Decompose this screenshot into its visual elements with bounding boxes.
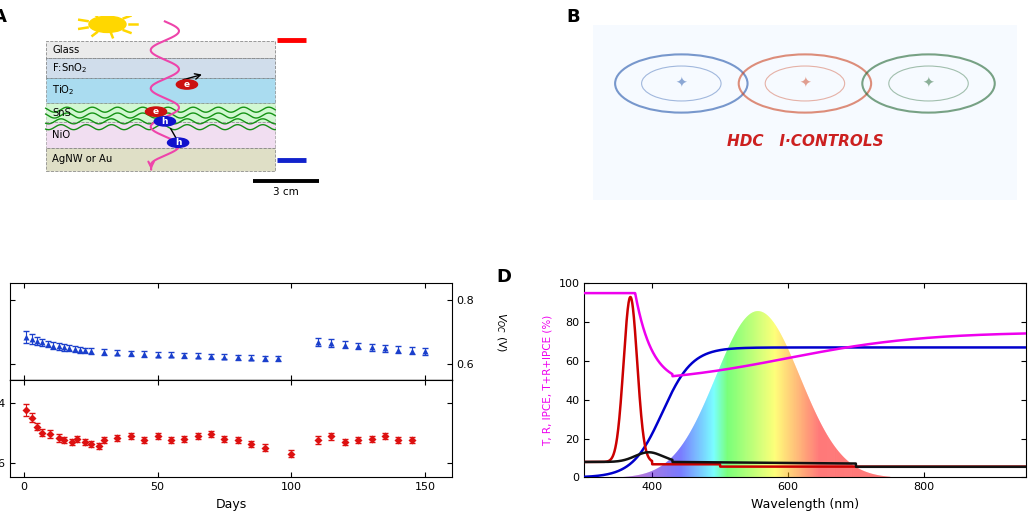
- Text: TiO$_2$: TiO$_2$: [52, 84, 75, 97]
- Bar: [46, 41, 276, 58]
- Text: D: D: [496, 268, 511, 286]
- Circle shape: [89, 16, 126, 33]
- X-axis label: Days: Days: [215, 498, 247, 511]
- Text: 3 cm: 3 cm: [274, 187, 299, 197]
- Text: AgNW or Au: AgNW or Au: [52, 154, 113, 164]
- Circle shape: [176, 80, 198, 89]
- Text: F:SnO$_2$: F:SnO$_2$: [52, 61, 88, 75]
- Circle shape: [154, 117, 175, 126]
- Text: NiO: NiO: [52, 130, 70, 140]
- Bar: [46, 78, 276, 103]
- Text: e: e: [183, 80, 190, 89]
- Bar: [46, 103, 276, 122]
- Text: B: B: [567, 8, 580, 26]
- Text: HDC   I·CONTROLS: HDC I·CONTROLS: [726, 134, 884, 149]
- Text: ✦: ✦: [799, 76, 811, 90]
- Bar: [46, 147, 276, 171]
- Text: ✦: ✦: [675, 76, 687, 90]
- Y-axis label: T, R, IPCE, T+R+IPCE (%): T, R, IPCE, T+R+IPCE (%): [543, 315, 553, 446]
- Circle shape: [145, 107, 167, 116]
- Text: h: h: [175, 138, 181, 147]
- Text: SnS: SnS: [52, 107, 71, 118]
- Text: h: h: [162, 117, 168, 126]
- Text: Glass: Glass: [52, 45, 80, 54]
- Text: e: e: [153, 107, 160, 116]
- X-axis label: Wavelength (nm): Wavelength (nm): [751, 498, 859, 511]
- Text: ✦: ✦: [923, 76, 934, 90]
- Bar: [46, 58, 276, 78]
- Text: A: A: [0, 8, 6, 26]
- Bar: [46, 122, 276, 147]
- Circle shape: [168, 138, 189, 147]
- Y-axis label: $V_{OC}$ (V): $V_{OC}$ (V): [494, 312, 508, 352]
